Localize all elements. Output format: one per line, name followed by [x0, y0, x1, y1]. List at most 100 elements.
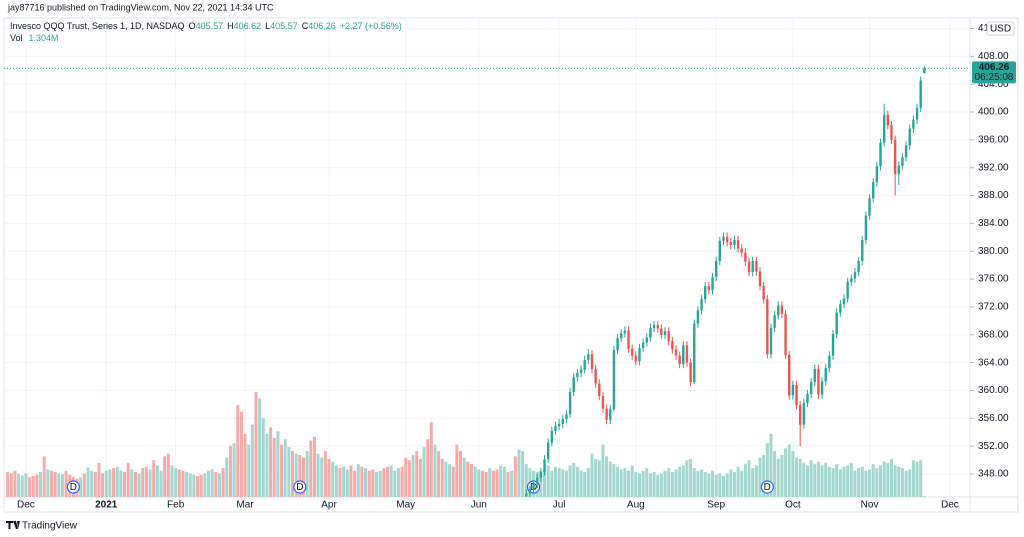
volume-bar — [221, 468, 225, 497]
y-tick-label: 356.00 — [978, 413, 1009, 424]
volume-bar — [871, 464, 875, 497]
volume-bar — [597, 460, 601, 497]
volume-bar — [448, 464, 452, 497]
candle-body — [568, 391, 572, 415]
volume-bar — [721, 475, 725, 497]
volume-bar — [404, 457, 408, 497]
volume-bar — [546, 465, 550, 497]
volume-bar — [473, 466, 477, 497]
volume-bar — [86, 467, 90, 497]
candle-body — [861, 240, 864, 261]
volume-bar — [886, 462, 890, 497]
volume-bar — [601, 444, 605, 497]
candle-body — [678, 355, 681, 365]
volume-bar — [159, 470, 163, 497]
candle-body — [890, 125, 893, 140]
candle-body — [923, 68, 926, 74]
candle-body — [904, 145, 908, 158]
candle-body — [798, 405, 802, 425]
volume-bar — [513, 456, 517, 497]
volume-bar — [46, 469, 50, 497]
volume-bar — [228, 445, 232, 497]
candle-body — [609, 409, 612, 420]
volume-bar — [550, 470, 554, 497]
y-tick-label: 404.00 — [978, 79, 1009, 90]
volume-bar — [101, 473, 105, 497]
volume-bar — [444, 461, 448, 497]
x-tick-label: Feb — [167, 500, 185, 511]
volume-bar — [875, 468, 879, 497]
volume-bar — [28, 477, 32, 497]
candle-body — [773, 315, 776, 328]
footer: TradingView — [22, 521, 78, 532]
candle-body — [806, 393, 809, 404]
volume-bar — [820, 465, 824, 497]
volume-bar — [298, 454, 302, 497]
volume-bar — [181, 470, 185, 497]
candle-body — [645, 337, 648, 343]
volume-bar — [17, 474, 21, 497]
volume-bar — [31, 475, 35, 497]
volume-bar — [126, 462, 130, 497]
candle-body — [667, 331, 670, 342]
candle-body — [623, 330, 627, 334]
candle-body — [554, 425, 557, 431]
volume-bar — [623, 468, 627, 497]
volume-bar — [250, 424, 254, 497]
volume-bar — [835, 464, 839, 497]
candle-body — [729, 242, 732, 245]
volume-bar — [97, 462, 101, 497]
volume-bar — [813, 464, 817, 497]
legend-title: Invesco QQQ Trust, Series 1, 1D, NASDAQ — [10, 21, 185, 31]
candle-body — [528, 489, 532, 494]
volume-bar — [309, 440, 313, 497]
volume-bar — [385, 466, 389, 497]
candle-body — [740, 248, 743, 253]
x-tick-label: May — [396, 500, 415, 511]
volume-bar — [904, 470, 908, 497]
candle-body — [784, 313, 787, 355]
x-tick-label: Oct — [785, 500, 801, 511]
volume-bar — [327, 458, 331, 497]
y-tick-label: 408.00 — [978, 51, 1009, 62]
candle-body — [543, 459, 546, 472]
candle-body — [908, 128, 911, 146]
volume-bar — [711, 470, 715, 497]
candle-body — [725, 236, 729, 243]
volume-bar — [853, 470, 857, 497]
volume-bar — [199, 474, 203, 497]
candle-body — [817, 368, 820, 395]
volume-bar — [842, 466, 846, 497]
volume-bar — [827, 466, 831, 497]
volume-bar — [864, 470, 868, 497]
volume-bar — [433, 444, 437, 497]
volume-value: 1.304M — [29, 33, 59, 43]
y-tick-label: 380.00 — [978, 246, 1009, 257]
candle-body — [802, 403, 806, 425]
volume-bar — [42, 456, 46, 497]
volume-bar — [762, 454, 766, 497]
dividend-label: D — [70, 482, 77, 493]
volume-bar — [557, 468, 561, 497]
legend: Invesco QQQ Trust, Series 1, 1D, NASDAQ O… — [10, 21, 402, 43]
candle-body — [711, 276, 714, 291]
volume-bar — [210, 469, 214, 497]
volume-bar — [630, 465, 634, 497]
footer-logo: TradingView — [6, 521, 78, 532]
volume-bar — [495, 469, 499, 497]
volume-bar — [674, 469, 678, 497]
y-tick-label: 376.00 — [978, 274, 1009, 285]
volume-bar — [696, 470, 700, 497]
volume-bar — [689, 458, 693, 497]
candle-body — [579, 369, 583, 374]
volume-bar — [400, 466, 404, 497]
candle-body — [700, 299, 703, 311]
candle-body — [842, 298, 846, 305]
volume-bar — [294, 453, 298, 497]
candle-body — [616, 338, 619, 351]
volume-bar — [795, 457, 799, 497]
volume-bar — [93, 472, 97, 497]
legend-value: 405.57 — [270, 21, 298, 31]
volume-bar — [170, 465, 174, 497]
